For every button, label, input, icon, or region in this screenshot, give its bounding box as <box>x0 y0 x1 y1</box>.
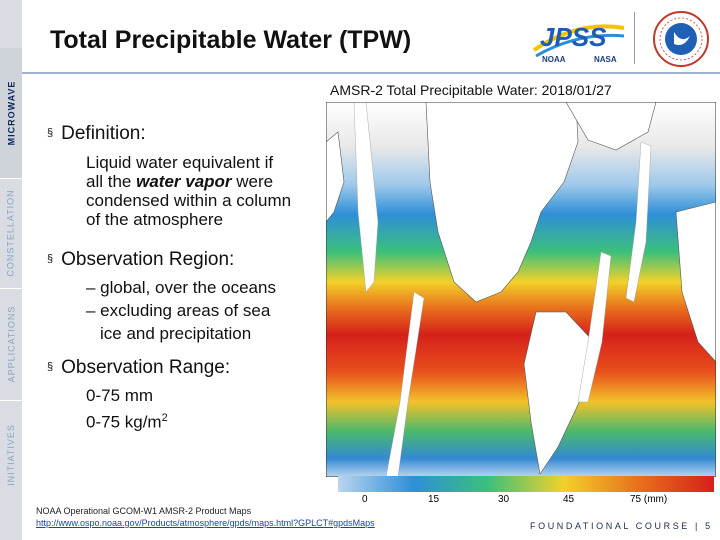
definition-text: Liquid water equivalent if all the water… <box>86 153 292 229</box>
source-link[interactable]: http://www.ospo.noaa.gov/Products/atmosp… <box>36 518 375 528</box>
scale-tick: 75 (mm) <box>630 494 668 505</box>
scale-tick: 45 <box>563 494 575 505</box>
region-heading: § Observation Region: <box>47 249 235 270</box>
svg-text:NOAA: NOAA <box>542 55 566 64</box>
source-caption: NOAA Operational GCOM-W1 AMSR-2 Product … <box>36 506 252 516</box>
region-text: – global, over the oceans – excluding ar… <box>86 278 276 343</box>
map-title: AMSR-2 Total Precipitable Water: 2018/01… <box>330 82 612 98</box>
svg-text:JPSS: JPSS <box>540 22 607 52</box>
range-text: 0-75 mm 0-75 kg/m2 <box>86 386 168 432</box>
range-heading: § Observation Range: <box>47 357 231 378</box>
svg-text:NASA: NASA <box>594 55 617 64</box>
sidebar-nav: MICROWAVE CONSTELLATION APPLICATIONS INI… <box>0 0 22 540</box>
header-rule <box>22 72 720 74</box>
page-title: Total Precipitable Water (TPW) <box>50 26 412 54</box>
page-number: 5 <box>705 521 713 531</box>
logo-divider <box>634 12 635 64</box>
sidebar-item-microwave[interactable]: MICROWAVE <box>0 48 22 178</box>
scale-tick: 0 <box>362 494 368 505</box>
nws-logo <box>653 11 709 67</box>
sidebar-item-applications[interactable]: APPLICATIONS <box>6 305 17 383</box>
scale-tick: 30 <box>498 494 510 505</box>
sidebar-item-initiatives[interactable]: INITIATIVES <box>6 424 16 486</box>
footer-course: FOUNDATIONAL COURSE | 5 <box>530 521 713 531</box>
scale-tick: 15 <box>428 494 440 505</box>
jpss-logo: JPSS NOAA NASA <box>532 22 625 64</box>
tpw-color-scale <box>338 476 714 492</box>
definition-heading: § Definition: <box>47 123 146 144</box>
sidebar-item-constellation[interactable]: CONSTELLATION <box>6 189 17 277</box>
scale-ticks: 0 15 30 45 75 (mm) <box>338 494 714 508</box>
tpw-map-image <box>326 102 716 477</box>
